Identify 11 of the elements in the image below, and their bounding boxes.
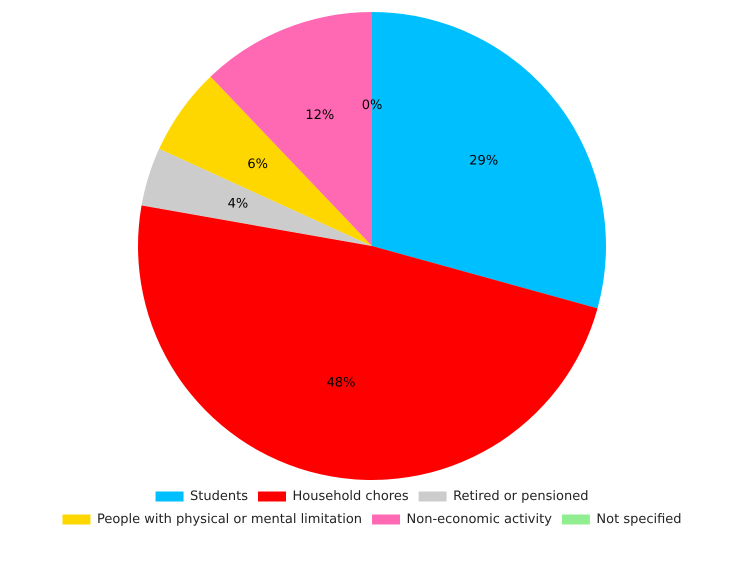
data-label: 4% [228, 196, 248, 212]
data-label: 29% [469, 153, 498, 168]
data-label: 12% [305, 108, 334, 124]
legend-label: People with physical or mental limitation [96, 512, 362, 527]
legend-label: Household chores [292, 488, 409, 504]
legend-label: Retired or pensioned [453, 488, 588, 504]
data-label: 48% [326, 375, 356, 390]
legend-label: Non-economic activity [406, 512, 552, 527]
legend-label: Students [190, 488, 248, 504]
data-label: 6% [247, 156, 268, 172]
legend-label: Not specified [596, 512, 682, 527]
